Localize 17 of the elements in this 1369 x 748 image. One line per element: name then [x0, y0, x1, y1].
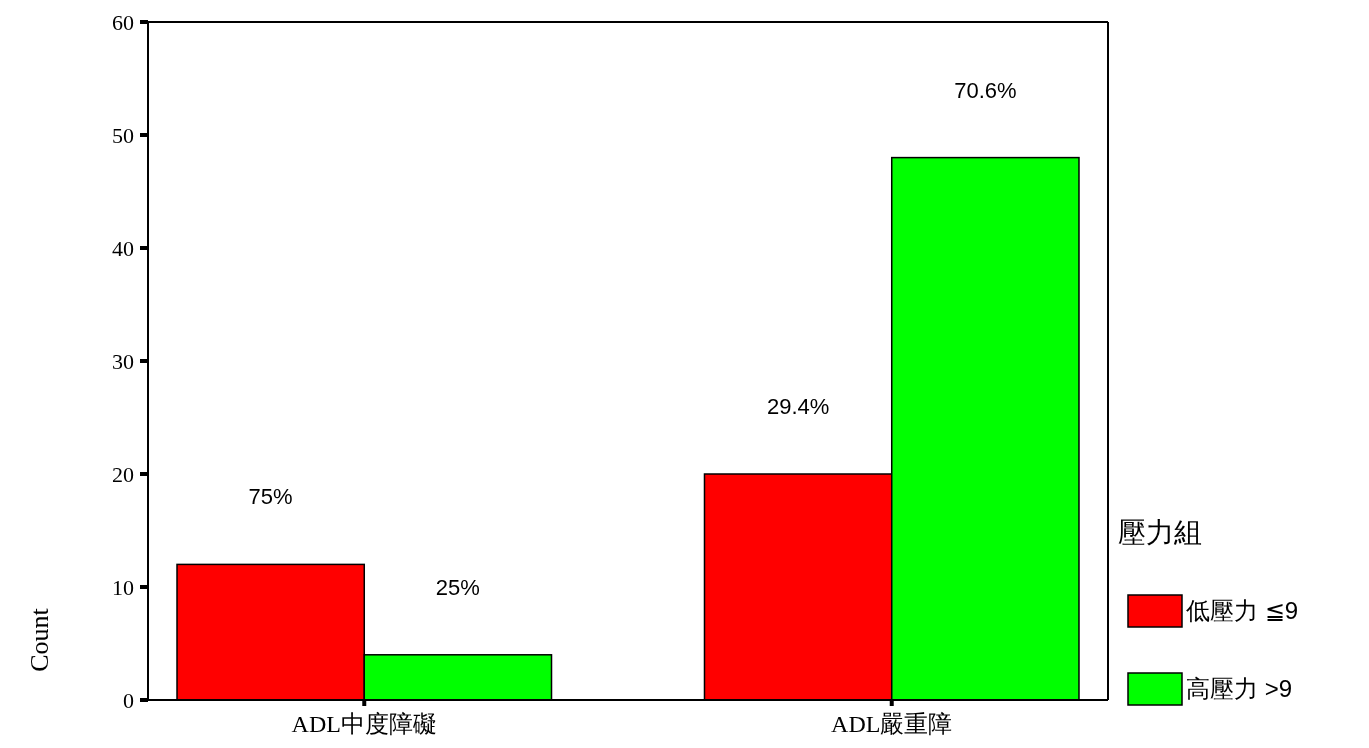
y-tick-label: 20 — [112, 461, 134, 487]
annotation: 70.6% — [954, 77, 1017, 103]
y-axis-title: Count — [25, 607, 54, 672]
y-tick-label: 10 — [112, 574, 134, 600]
legend-label: 高壓力 >9 — [1186, 675, 1293, 703]
legend-label: 低壓力 ≦9 — [1186, 597, 1299, 625]
annotation: 75% — [248, 484, 293, 510]
y-tick-label: 60 — [112, 9, 134, 35]
annotation: 29.4% — [766, 394, 830, 419]
x-tick-label: ADL中度障礙 — [291, 711, 437, 737]
y-tick-label: 0 — [123, 687, 134, 713]
y-tick-label: 40 — [112, 235, 134, 261]
y-tick-label: 30 — [112, 348, 134, 374]
y-tick-label: 50 — [112, 122, 134, 148]
x-tick-label: ADL嚴重障 — [831, 711, 953, 737]
legend-title: 壓力組 — [1118, 517, 1202, 548]
annotation: 25% — [435, 574, 480, 600]
